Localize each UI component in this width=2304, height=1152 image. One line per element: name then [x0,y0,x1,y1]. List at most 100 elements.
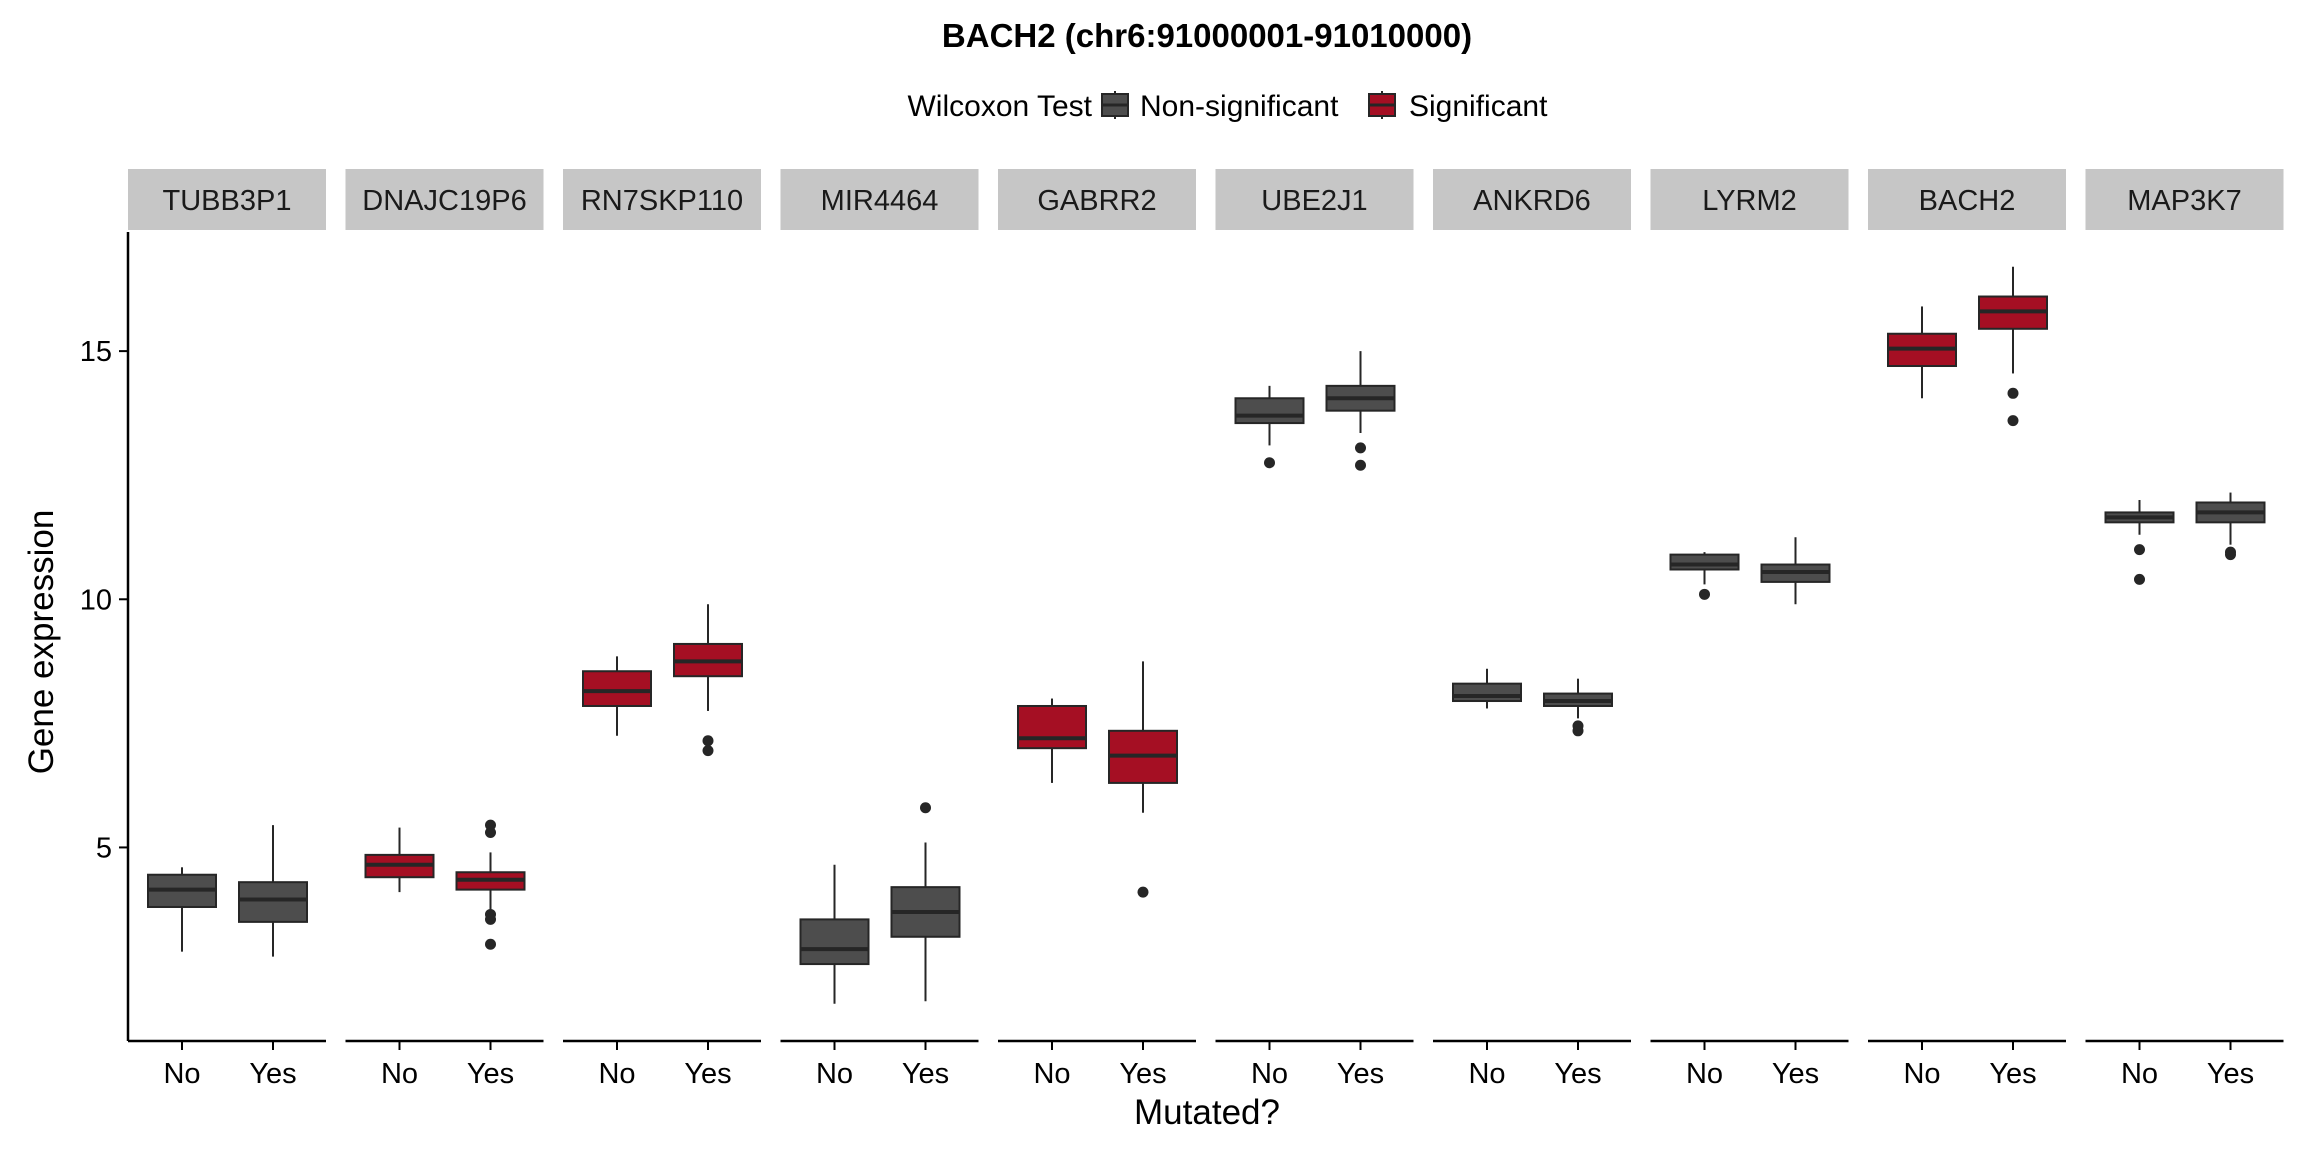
box-body [582,670,652,707]
strip-label-dnajc19p6: DNAJC19P6 [362,185,526,217]
x-tick-label-yes: Yes [1337,1058,1384,1090]
strip-rn7skp110 [563,169,761,230]
outlier-point [1137,886,1149,898]
box-tubb3p1-no [147,867,217,952]
strip-label-map3k7: MAP3K7 [2127,185,2241,217]
x-tick-label-yes: Yes [684,1058,731,1090]
panel-bach2: BACH2 No Yes [1868,169,2066,1090]
x-tick-label-no: No [598,1058,635,1090]
box-lyrm2-yes [1760,537,1831,605]
strip-tubb3p1 [128,169,326,230]
box-map3k7-yes [2195,492,2266,561]
box-map3k7-no [2104,500,2175,585]
outlier-point [2134,573,2145,585]
box-body [1452,682,1522,703]
legend-key-non-significant [1101,91,1129,119]
legend-title: Wilcoxon Test [907,90,1092,123]
x-tick-label-yes: Yes [467,1058,514,1090]
y-axis: 5 10 15 [80,232,130,1041]
y-tick-label: 10 [80,584,112,616]
x-tick-label-no: No [1903,1058,1940,1090]
x-tick-label-no: No [1033,1058,1070,1090]
box-mir4464-no [799,864,870,1004]
strip-label-ube2j1: UBE2J1 [1261,185,1367,217]
box-ankrd6-no [1452,668,1522,709]
box-body [799,918,870,966]
outlier-point [2134,544,2145,556]
strip-label-mir4464: MIR4464 [821,185,939,217]
x-tick-label-yes: Yes [1989,1058,2036,1090]
box-bach2-no [1887,306,1957,399]
outlier-point [702,735,714,747]
box-body [1234,397,1305,425]
box-gabrr2-no [1017,698,1087,783]
x-tick-label-no: No [2121,1058,2158,1090]
strip-label-ankrd6: ANKRD6 [1473,185,1591,217]
outlier-point [2007,387,2019,399]
x-tick-label-no: No [1686,1058,1723,1090]
x-tick-label-yes: Yes [902,1058,949,1090]
strip-lyrm2 [1650,169,1849,230]
panel-gabrr2: GABRR2 No Yes [998,169,1196,1090]
legend-label-significant: Significant [1409,90,1548,123]
strip-map3k7 [2085,169,2284,230]
x-tick-label-yes: Yes [1772,1058,1819,1090]
x-tick-label-no: No [816,1058,853,1090]
x-tick-label-no: No [1251,1058,1288,1090]
box-bach2-yes [1978,266,2048,427]
box-body [238,881,308,923]
box-tubb3p1-yes [238,825,308,957]
box-rn7skp110-no [582,656,652,736]
outlier-point [485,913,496,925]
outlier-point [1699,588,1710,600]
x-tick-label-yes: Yes [1119,1058,1166,1090]
x-tick-label-no: No [163,1058,200,1090]
chart-title: BACH2 (chr6:91000001-91010000) [942,17,1472,54]
panel-mir4464: MIR4464 No Yes [780,169,979,1090]
outlier-point [702,745,714,757]
box-ube2j1-yes [1325,351,1396,471]
panel-ankrd6: ANKRD6 No Yes [1433,169,1631,1090]
outlier-point [485,827,496,839]
legend-label-non-significant: Non-significant [1140,90,1339,123]
outlier-point [485,938,496,950]
box-lyrm2-no [1669,552,1740,600]
legend-key-significant [1368,91,1396,119]
outlier-point [2007,415,2019,427]
panel-dnajc19p6: DNAJC19P6 No Yes [345,169,544,1090]
panel-tubb3p1: TUBB3P1 No Yes [128,169,326,1090]
strip-label-bach2: BACH2 [1919,185,2016,217]
outlier-point [2225,549,2236,561]
strip-dnajc19p6 [345,169,544,230]
y-tick-label: 5 [96,832,112,864]
box-ankrd6-yes [1543,678,1613,737]
panel-map3k7: MAP3K7 No Yes [2085,169,2284,1090]
panel-rn7skp110: RN7SKP110 No Yes [563,169,761,1090]
x-tick-label-no: No [381,1058,418,1090]
box-rn7skp110-yes [673,604,743,757]
legend: Wilcoxon Test Non-significant Significan… [907,90,1548,123]
y-tick-label: 15 [80,336,112,368]
strip-gabrr2 [998,169,1196,230]
x-tick-label-no: No [1468,1058,1505,1090]
outlier-point [1355,442,1366,454]
box-mir4464-yes [890,802,961,1002]
strip-label-tubb3p1: TUBB3P1 [163,185,292,217]
outlier-point [1355,459,1366,471]
panel-ube2j1: UBE2J1 No Yes [1215,169,1414,1090]
box-body [1017,704,1087,750]
box-body [1669,553,1740,571]
x-tick-label-yes: Yes [1554,1058,1601,1090]
strip-ankrd6 [1433,169,1631,230]
box-dnajc19p6-yes [455,819,526,950]
outlier-point [1264,457,1275,469]
outlier-point [1572,725,1584,737]
box-gabrr2-yes [1108,661,1178,898]
box-ube2j1-no [1234,385,1305,469]
strip-bach2 [1868,169,2066,230]
strip-label-rn7skp110: RN7SKP110 [581,185,743,217]
y-axis-title: Gene expression [22,510,61,775]
x-axis-title: Mutated? [1134,1093,1280,1132]
x-tick-label-yes: Yes [249,1058,296,1090]
